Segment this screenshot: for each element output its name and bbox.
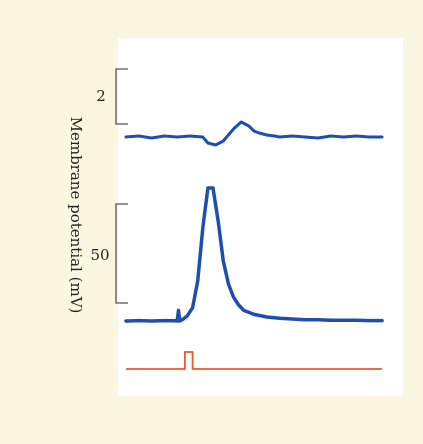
y-axis-label: Membrane potential (mV) [67, 117, 85, 314]
plot-panel [118, 38, 403, 396]
scale-bar-2mv-label: 2 [96, 87, 106, 105]
trace-top-line [124, 120, 384, 147]
scale-bar-50mv [115, 203, 128, 304]
trace-action-potential-line [124, 186, 384, 323]
scale-bar-2mv [115, 68, 128, 125]
scale-bar-50mv-label: 50 [90, 246, 109, 264]
trace-stimulus-line [126, 351, 382, 370]
